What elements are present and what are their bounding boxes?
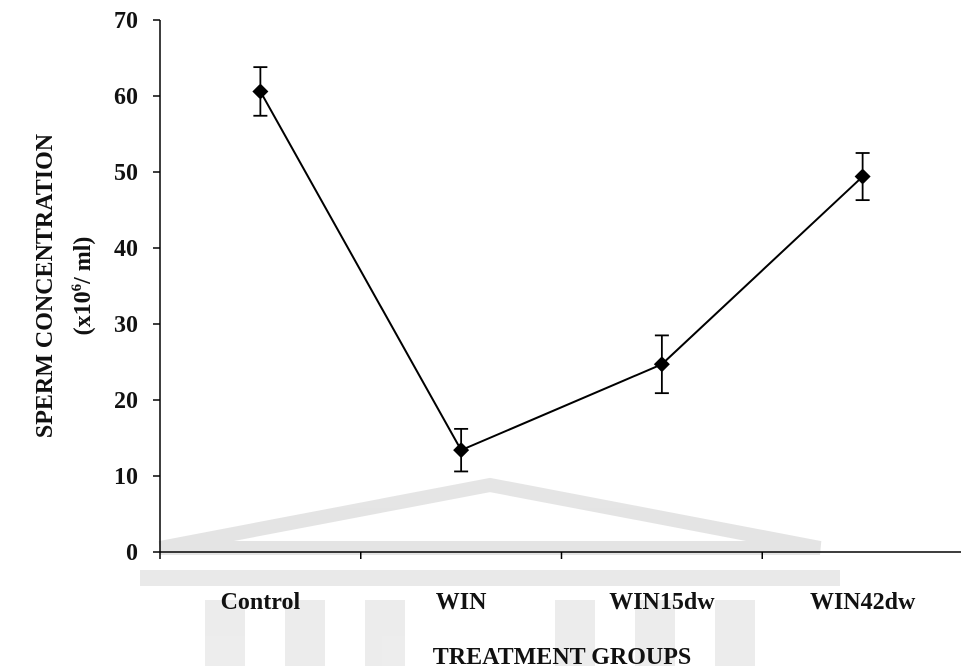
data-point-marker: [653, 356, 670, 373]
data-point-marker: [252, 83, 269, 100]
x-tick-label: WIN15dw: [609, 589, 715, 615]
y-tick-label: 10: [114, 464, 138, 490]
y-axis-unit-suffix: / ml): [70, 237, 96, 285]
y-axis-unit-exponent: 6: [69, 283, 85, 291]
y-tick-label: 20: [114, 388, 138, 414]
x-tick-label: WIN42dw: [810, 589, 916, 615]
series-line: [259, 90, 864, 452]
y-axis-title-line2: (x106/ ml): [69, 237, 96, 336]
data-point-marker: [453, 442, 470, 459]
university-watermark: [140, 477, 840, 666]
y-tick-label: 50: [114, 160, 138, 186]
y-tick-label: 60: [114, 84, 138, 110]
y-tick-label: 30: [114, 312, 138, 338]
y-tick-label: 70: [114, 8, 138, 34]
y-tick-label: 0: [126, 540, 138, 566]
x-axis-title: TREATMENT GROUPS: [433, 644, 691, 666]
x-tick-label: Control: [221, 589, 301, 615]
x-tick-label: WIN: [436, 589, 487, 615]
y-axis-title-line1: SPERM CONCENTRATION: [32, 133, 58, 438]
y-tick-label: 40: [114, 236, 138, 262]
y-axis-unit-prefix: (x10: [70, 291, 96, 335]
data-point-marker: [854, 168, 871, 185]
